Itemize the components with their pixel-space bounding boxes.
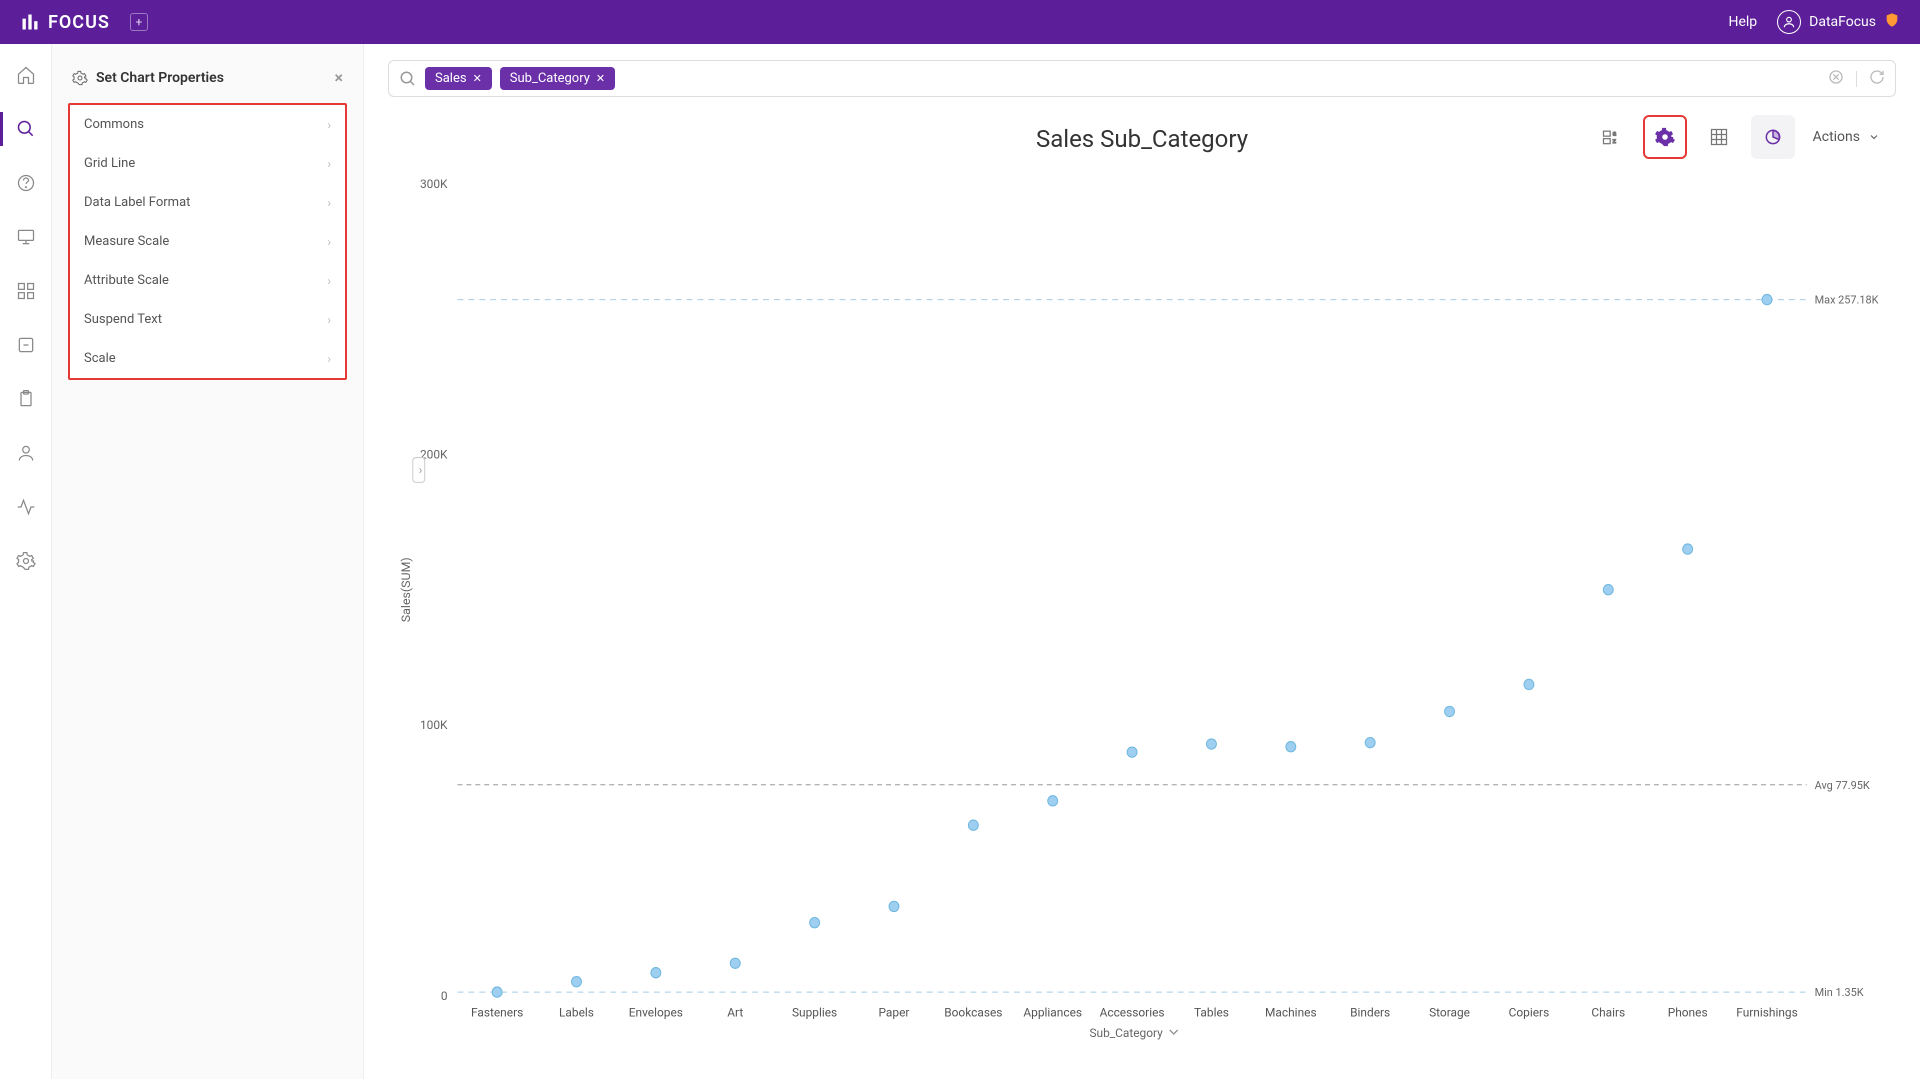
chevron-right-icon: ›: [327, 196, 331, 210]
svg-text:Labels: Labels: [559, 1005, 594, 1019]
logo-text: FOCUS: [48, 12, 110, 33]
svg-text:Art: Art: [727, 1005, 743, 1019]
chart-area: 0100K200K300KMax 257.18KAvg 77.95KMin 1.…: [388, 163, 1896, 1063]
search-nav-icon[interactable]: [15, 118, 37, 140]
nav-rail: [0, 44, 52, 1079]
props-item-label: Commons: [84, 117, 144, 132]
svg-text:Sales(SUM): Sales(SUM): [399, 557, 413, 622]
props-item-label: Suspend Text: [84, 312, 162, 327]
logo[interactable]: FOCUS: [20, 12, 110, 33]
svg-text:Max 257.18K: Max 257.18K: [1815, 294, 1879, 307]
svg-text:Machines: Machines: [1265, 1005, 1317, 1019]
svg-text:›: ›: [419, 463, 423, 477]
grid-nav-icon[interactable]: [15, 280, 37, 302]
close-panel-button[interactable]: ×: [335, 68, 344, 87]
chevron-right-icon: ›: [327, 352, 331, 366]
props-item[interactable]: Commons ›: [70, 105, 345, 144]
tag-label: Sub_Category: [510, 71, 590, 86]
tag-remove-icon[interactable]: ✕: [596, 72, 605, 85]
search-icon: [399, 70, 417, 88]
activity-icon[interactable]: [15, 496, 37, 518]
props-item-label: Measure Scale: [84, 234, 169, 249]
svg-text:Phones: Phones: [1668, 1005, 1708, 1019]
svg-text:Paper: Paper: [879, 1005, 910, 1019]
help-nav-icon[interactable]: [15, 172, 37, 194]
user-avatar-icon: [1777, 10, 1801, 34]
svg-text:Copiers: Copiers: [1509, 1005, 1550, 1019]
tag-label: Sales: [435, 71, 467, 86]
svg-text:Chairs: Chairs: [1591, 1005, 1625, 1019]
svg-text:Envelopes: Envelopes: [629, 1005, 683, 1019]
props-item-label: Data Label Format: [84, 195, 190, 210]
props-item[interactable]: Grid Line ›: [70, 144, 345, 183]
clipboard-icon[interactable]: [15, 388, 37, 410]
props-item[interactable]: Attribute Scale ›: [70, 261, 345, 300]
archive-icon[interactable]: [15, 334, 37, 356]
props-item[interactable]: Data Label Format ›: [70, 183, 345, 222]
chevron-right-icon: ›: [327, 157, 331, 171]
svg-text:Sub_Category: Sub_Category: [1089, 1026, 1163, 1040]
username-label: DataFocus: [1809, 14, 1876, 30]
chevron-right-icon: ›: [327, 274, 331, 288]
home-icon[interactable]: [15, 64, 37, 86]
logo-icon: [20, 12, 40, 32]
svg-text:Storage: Storage: [1429, 1005, 1470, 1019]
svg-text:Tables: Tables: [1194, 1005, 1229, 1019]
svg-text:300K: 300K: [420, 177, 448, 191]
divider: [1856, 71, 1857, 87]
tag-remove-icon[interactable]: ✕: [473, 72, 482, 85]
chevron-right-icon: ›: [327, 313, 331, 327]
query-bar[interactable]: Sales ✕ Sub_Category ✕: [388, 60, 1896, 97]
svg-text:Fasteners: Fasteners: [471, 1005, 523, 1019]
help-link[interactable]: Help: [1728, 14, 1757, 30]
svg-text:Furnishings: Furnishings: [1736, 1005, 1798, 1019]
app-header: FOCUS + Help DataFocus: [0, 0, 1920, 44]
props-item-label: Attribute Scale: [84, 273, 169, 288]
props-item[interactable]: Suspend Text ›: [70, 300, 345, 339]
svg-text:Binders: Binders: [1350, 1005, 1390, 1019]
svg-text:Min 1.35K: Min 1.35K: [1815, 986, 1864, 999]
user-menu[interactable]: DataFocus: [1777, 10, 1900, 34]
props-item[interactable]: Scale ›: [70, 339, 345, 378]
refresh-button[interactable]: [1869, 69, 1885, 89]
add-tab-button[interactable]: +: [130, 13, 148, 31]
chevron-right-icon: ›: [327, 118, 331, 132]
properties-list: Commons›Grid Line›Data Label Format›Meas…: [68, 103, 347, 380]
svg-text:Accessories: Accessories: [1100, 1005, 1165, 1019]
chevron-right-icon: ›: [327, 235, 331, 249]
svg-text:Appliances: Appliances: [1023, 1005, 1082, 1019]
svg-text:Bookcases: Bookcases: [944, 1005, 1002, 1019]
svg-text:Avg 77.95K: Avg 77.95K: [1815, 779, 1870, 792]
props-item-label: Scale: [84, 351, 116, 366]
presentation-icon[interactable]: [15, 226, 37, 248]
props-item-label: Grid Line: [84, 156, 135, 171]
svg-text:Supplies: Supplies: [792, 1005, 837, 1019]
props-item[interactable]: Measure Scale ›: [70, 222, 345, 261]
chart-title: Sales Sub_Category: [388, 125, 1896, 153]
shield-icon: [1884, 12, 1900, 32]
query-tag[interactable]: Sub_Category ✕: [500, 67, 615, 90]
chart-properties-panel: Set Chart Properties × Commons›Grid Line…: [52, 44, 364, 1079]
panel-title: Set Chart Properties: [96, 70, 224, 86]
svg-text:0: 0: [441, 989, 448, 1003]
gear-icon: [72, 70, 88, 86]
settings-nav-icon[interactable]: [15, 550, 37, 572]
clear-query-button[interactable]: [1828, 69, 1844, 89]
svg-text:100K: 100K: [420, 718, 448, 732]
user-nav-icon[interactable]: [15, 442, 37, 464]
query-tag[interactable]: Sales ✕: [425, 67, 492, 90]
